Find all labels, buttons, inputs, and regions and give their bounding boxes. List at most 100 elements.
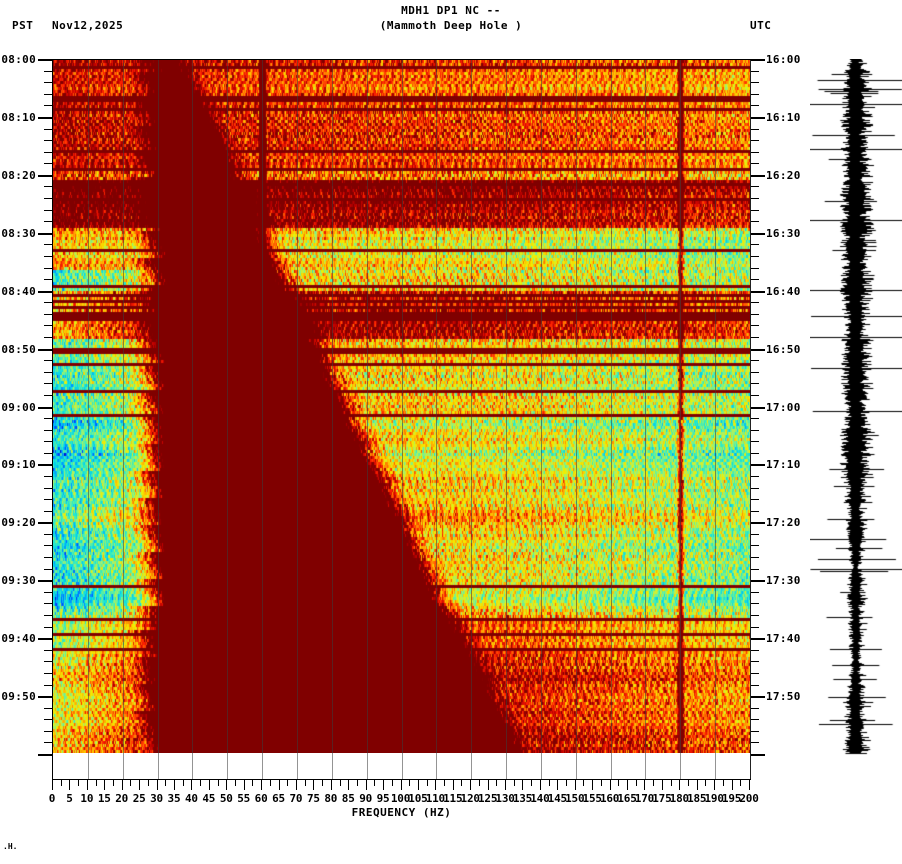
time-tick-minor xyxy=(44,545,52,546)
frequency-axis xyxy=(52,780,751,796)
date-label: Nov12,2025 xyxy=(52,19,124,32)
time-tick-minor xyxy=(44,337,52,338)
time-tick-minor xyxy=(751,210,759,211)
freq-label: 0 xyxy=(48,792,56,805)
right-time-label: 16:50 xyxy=(766,343,801,356)
time-tick-minor xyxy=(751,557,759,558)
freq-tick-major xyxy=(174,780,175,790)
time-tick-minor xyxy=(44,256,52,257)
time-tick-major xyxy=(38,117,52,119)
freq-tick-major xyxy=(662,780,663,790)
time-tick-minor xyxy=(751,441,759,442)
freq-tick-minor xyxy=(218,780,219,786)
time-tick-minor xyxy=(751,499,759,500)
right-time-label: 17:50 xyxy=(766,690,801,703)
freq-tick-major xyxy=(157,780,158,790)
time-tick-minor xyxy=(44,210,52,211)
freq-label: 190 xyxy=(704,792,724,805)
freq-label: 25 xyxy=(132,792,146,805)
time-tick-minor xyxy=(44,198,52,199)
time-tick-major xyxy=(38,696,52,698)
freq-label: 60 xyxy=(254,792,268,805)
time-tick-minor xyxy=(44,152,52,153)
freq-tick-major xyxy=(209,780,210,790)
time-tick-minor xyxy=(751,360,759,361)
freq-tick-major xyxy=(104,780,105,790)
freq-tick-minor xyxy=(723,780,724,786)
freq-tick-major xyxy=(575,780,576,790)
freq-tick-major xyxy=(697,780,698,790)
frequency-tick-labels: 0 5 10 15 20 25 30 35 40 45 50 55 60 65 70 75 80 85 90 95 10… xyxy=(0,792,902,808)
freq-tick-major xyxy=(87,780,88,790)
time-tick-minor xyxy=(751,71,759,72)
left-time-label: 09:20 xyxy=(1,516,36,529)
freq-tick-minor xyxy=(392,780,393,786)
time-tick-minor xyxy=(751,708,759,709)
time-tick-minor xyxy=(44,534,52,535)
freq-tick-major xyxy=(366,780,367,790)
freq-label: 160 xyxy=(599,792,620,805)
time-tick-major xyxy=(751,117,765,119)
right-time-label: 17:40 xyxy=(766,632,801,645)
freq-tick-minor xyxy=(165,780,166,786)
freq-tick-minor xyxy=(496,780,497,786)
time-tick-minor xyxy=(751,337,759,338)
time-tick-major xyxy=(751,638,765,640)
time-tick-minor xyxy=(44,302,52,303)
time-tick-major xyxy=(751,349,765,351)
time-tick-minor xyxy=(44,488,52,489)
time-tick-minor xyxy=(44,627,52,628)
time-tick-major xyxy=(751,696,765,698)
left-time-label: 08:20 xyxy=(1,169,36,182)
left-time-label: 09:50 xyxy=(1,690,36,703)
freq-tick-major xyxy=(435,780,436,790)
right-time-label: 16:00 xyxy=(766,53,801,66)
time-tick-minor xyxy=(751,650,759,651)
freq-label: 110 xyxy=(425,792,445,805)
time-tick-minor xyxy=(751,152,759,153)
right-time-label: 17:10 xyxy=(766,458,801,471)
time-tick-minor xyxy=(751,94,759,95)
time-tick-minor xyxy=(44,441,52,442)
freq-tick-major xyxy=(592,780,593,790)
time-tick-minor xyxy=(44,499,52,500)
time-tick-minor xyxy=(44,592,52,593)
time-tick-minor xyxy=(751,731,759,732)
left-time-label: 08:40 xyxy=(1,285,36,298)
time-tick-minor xyxy=(44,221,52,222)
freq-tick-minor xyxy=(305,780,306,786)
freq-label: 35 xyxy=(167,792,181,805)
freq-tick-minor xyxy=(78,780,79,786)
freq-tick-minor xyxy=(148,780,149,786)
freq-tick-minor xyxy=(636,780,637,786)
freq-tick-major xyxy=(540,780,541,790)
time-tick-minor xyxy=(44,105,52,106)
freq-label: 130 xyxy=(495,792,515,805)
spectrogram-plot[interactable] xyxy=(52,59,751,780)
left-time-label: 08:00 xyxy=(1,53,36,66)
time-tick-minor xyxy=(751,395,759,396)
time-tick-minor xyxy=(44,453,52,454)
time-tick-minor xyxy=(751,268,759,269)
time-tick-minor xyxy=(44,603,52,604)
time-tick-minor xyxy=(751,105,759,106)
time-tick-minor xyxy=(44,129,52,130)
time-tick-minor xyxy=(751,129,759,130)
freq-tick-major xyxy=(139,780,140,790)
freq-label: 195 xyxy=(721,792,742,805)
time-tick-major xyxy=(38,638,52,640)
right-time-label: 16:20 xyxy=(766,169,801,182)
page-subtitle: (Mammoth Deep Hole ) xyxy=(379,19,523,32)
time-tick-minor xyxy=(44,673,52,674)
right-timezone-label: UTC xyxy=(750,19,772,32)
time-tick-minor xyxy=(751,569,759,570)
freq-label: 170 xyxy=(634,792,655,805)
freq-label: 155 xyxy=(582,792,602,805)
freq-label: 185 xyxy=(687,792,707,805)
time-tick-minor xyxy=(44,615,52,616)
freq-label: 90 xyxy=(359,792,373,805)
freq-tick-minor xyxy=(322,780,323,786)
time-tick-minor xyxy=(44,325,52,326)
freq-label: 200 xyxy=(739,792,759,805)
right-time-label: 17:00 xyxy=(766,401,801,414)
